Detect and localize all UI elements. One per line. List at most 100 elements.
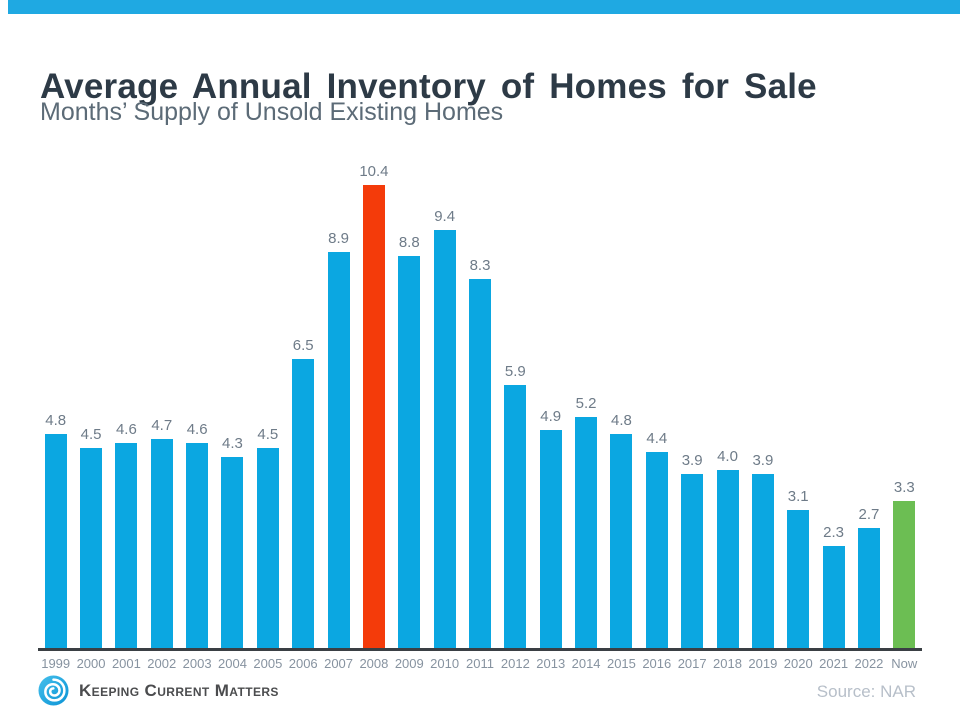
bar-column: 8.3 xyxy=(462,257,497,648)
bar xyxy=(645,452,668,648)
bar-column: 9.4 xyxy=(427,207,462,648)
bar-column: 5.9 xyxy=(498,363,533,648)
bar xyxy=(44,434,67,648)
bar-column: 4.6 xyxy=(109,421,144,648)
bar-value-label: 6.5 xyxy=(292,336,314,354)
bar-column: 4.6 xyxy=(179,421,214,648)
x-axis-tick-label: 2009 xyxy=(394,656,424,671)
bar-column: 5.2 xyxy=(568,394,603,648)
bar-column: 3.1 xyxy=(781,488,816,648)
x-axis-tick-label: 2005 xyxy=(253,656,283,671)
bar-column: 3.9 xyxy=(745,452,780,648)
bar-value-label: 4.8 xyxy=(611,412,632,430)
bar xyxy=(716,469,739,648)
bar-value-label: 2.3 xyxy=(823,523,845,541)
bar-column: 2.7 xyxy=(851,506,886,648)
bar-value-label: 4.7 xyxy=(151,416,173,434)
bar-value-label: 4.0 xyxy=(717,447,738,465)
bar xyxy=(539,429,562,648)
bar xyxy=(433,229,456,648)
page-title: Average Annual Inventory of Homes for Sa… xyxy=(40,67,817,107)
x-axis-tick-label: 2003 xyxy=(182,656,212,671)
bar-value-label: 3.9 xyxy=(752,452,774,470)
bar-value-label: 10.4 xyxy=(359,163,389,180)
bar xyxy=(115,443,138,648)
x-axis-tick-label: 2014 xyxy=(571,656,601,671)
brand-logo: Keeping Current Matters xyxy=(38,675,279,706)
bar xyxy=(787,510,810,648)
bar-value-label: 8.9 xyxy=(328,229,349,247)
bar-value-label: 3.9 xyxy=(681,452,703,470)
x-axis-tick-label: 2020 xyxy=(783,656,813,671)
bar xyxy=(575,416,598,648)
bar xyxy=(610,434,633,648)
x-axis-tick-label: 2016 xyxy=(642,656,672,671)
bar-column: 4.7 xyxy=(144,417,179,648)
x-axis-tick-label: Now xyxy=(891,656,918,671)
bar-column: 8.8 xyxy=(392,234,427,648)
bar-column: 3.3 xyxy=(887,479,922,648)
bar-column: 4.9 xyxy=(533,408,568,648)
bar-value-label: 4.6 xyxy=(186,421,208,439)
x-axis-tick-label: 2001 xyxy=(111,656,141,671)
bar-column: 3.9 xyxy=(674,452,709,648)
bar-value-label: 4.4 xyxy=(646,430,668,448)
bar-value-label: 4.3 xyxy=(222,434,243,452)
bar-value-label: 2.7 xyxy=(858,505,880,523)
x-axis-line xyxy=(38,648,922,651)
bar xyxy=(857,527,880,648)
bar-value-label: 4.8 xyxy=(45,412,67,430)
bar xyxy=(681,474,704,648)
x-axis-tick-label: 2017 xyxy=(677,656,707,671)
x-axis-tick-label: 2002 xyxy=(147,656,177,671)
x-axis-tick-label: 2018 xyxy=(713,656,742,671)
x-axis-tick-label: 2007 xyxy=(324,656,354,671)
bar-column: 4.8 xyxy=(604,412,639,648)
bar xyxy=(150,438,173,648)
x-axis-tick-label: 2021 xyxy=(819,656,849,671)
x-axis-tick-label: 2004 xyxy=(218,656,247,671)
bar-column: 6.5 xyxy=(286,337,321,648)
bar xyxy=(292,358,315,648)
bar xyxy=(893,501,916,648)
x-axis-labels: 1999 2000 2001 2002 2003 2004 2005 2006 2007 2008… xyxy=(38,656,922,671)
kcm-swirl-icon xyxy=(38,675,69,706)
bar-value-label: 5.2 xyxy=(575,394,597,412)
plot-area: 4.8 4.5 4.6 4.7 4.6 4.3 4.5 6.5 8.9 10.4 8.8 9.4 8.3… xyxy=(38,152,922,648)
bar xyxy=(822,545,845,648)
bar-value-label: 9.4 xyxy=(434,207,456,225)
bar xyxy=(256,447,279,648)
bar-column: 10.4 xyxy=(356,163,391,648)
x-axis-tick-label: 2006 xyxy=(288,656,318,671)
brand-logo-text: Keeping Current Matters xyxy=(79,680,279,700)
bar-column: 4.3 xyxy=(215,435,250,648)
bar xyxy=(362,185,385,648)
x-axis-tick-label: 2019 xyxy=(748,656,778,671)
bar-value-label: 4.5 xyxy=(257,425,279,443)
bar xyxy=(80,447,103,648)
bar xyxy=(751,474,774,648)
bar-column: 4.4 xyxy=(639,430,674,648)
bar-value-label: 3.3 xyxy=(893,479,915,497)
top-accent-stripe xyxy=(8,0,960,14)
bar-value-label: 5.9 xyxy=(504,363,526,381)
bar-column: 8.9 xyxy=(321,230,356,648)
x-axis-tick-label: 2015 xyxy=(606,656,636,671)
bar-column: 4.5 xyxy=(73,426,108,648)
bar-column: 2.3 xyxy=(816,524,851,648)
bar-value-label: 4.6 xyxy=(115,421,137,439)
bar xyxy=(327,251,350,648)
x-axis-tick-label: 2010 xyxy=(430,656,460,671)
bar xyxy=(504,385,527,648)
bar-value-label: 3.1 xyxy=(787,488,809,505)
x-axis-tick-label: 2000 xyxy=(76,656,106,671)
bar-column: 4.5 xyxy=(250,426,285,648)
bar-value-label: 4.5 xyxy=(80,425,102,443)
bar-column: 4.8 xyxy=(38,412,73,648)
x-axis-tick-label: 2013 xyxy=(536,656,566,671)
bar xyxy=(468,278,491,648)
bar xyxy=(221,456,244,648)
bar xyxy=(186,443,209,648)
bar-chart: 4.8 4.5 4.6 4.7 4.6 4.3 4.5 6.5 8.9 10.4 8.8 9.4 8.3… xyxy=(38,152,922,682)
